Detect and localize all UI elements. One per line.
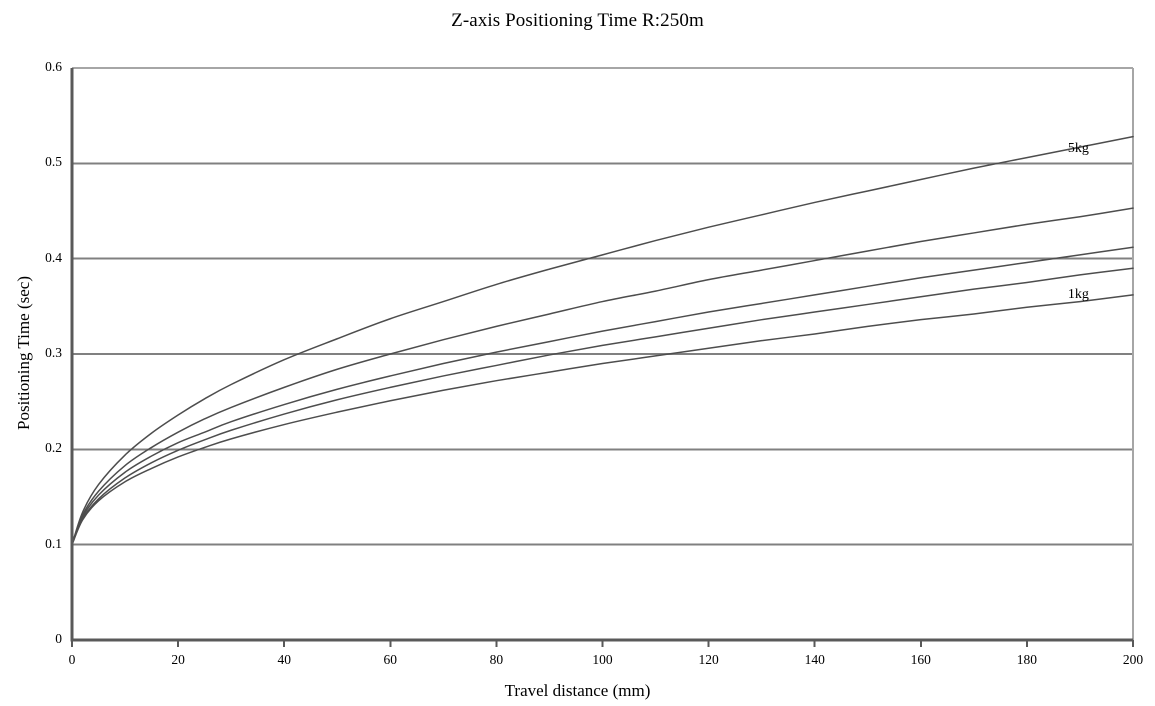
y-tick-label: 0.1 — [45, 535, 62, 551]
y-tick-label: 0 — [55, 631, 62, 646]
series-line-2kg — [71, 135, 1134, 546]
x-tick-label: 60 — [383, 652, 398, 667]
series-line-5kg — [71, 246, 1134, 546]
chart-title: Z-axis Positioning Time R:250m — [451, 10, 704, 31]
x-tick-label: 80 — [489, 652, 504, 667]
x-tick-label: 180 — [1016, 652, 1038, 667]
series-annotation-1kg: 1kg — [1067, 286, 1089, 302]
series-line-3kg — [71, 207, 1134, 546]
x-tick-label: 0 — [68, 652, 76, 667]
y-tick-label: 0.3 — [45, 345, 62, 360]
series-line-1kg — [71, 294, 1134, 546]
series-line-4kg — [71, 267, 1134, 546]
x-tick-label: 140 — [804, 652, 825, 667]
x-tick-label: 120 — [698, 652, 719, 667]
x-tick-label: 100 — [592, 652, 613, 667]
x-tick-label: 20 — [171, 652, 185, 667]
y-tick-label: 0.5 — [45, 154, 62, 170]
x-tick-label: 200 — [1122, 652, 1144, 667]
x-axis-title: Travel distance (mm) — [504, 681, 651, 700]
y-tick-label: 0.4 — [45, 249, 62, 265]
x-tick-label: 160 — [910, 652, 931, 667]
y-tick-label: 0.2 — [45, 440, 62, 456]
y-tick-label: 0.6 — [45, 59, 62, 74]
series-annotation-5kg: 5kg — [1067, 140, 1089, 156]
x-tick-label: 40 — [277, 652, 291, 667]
